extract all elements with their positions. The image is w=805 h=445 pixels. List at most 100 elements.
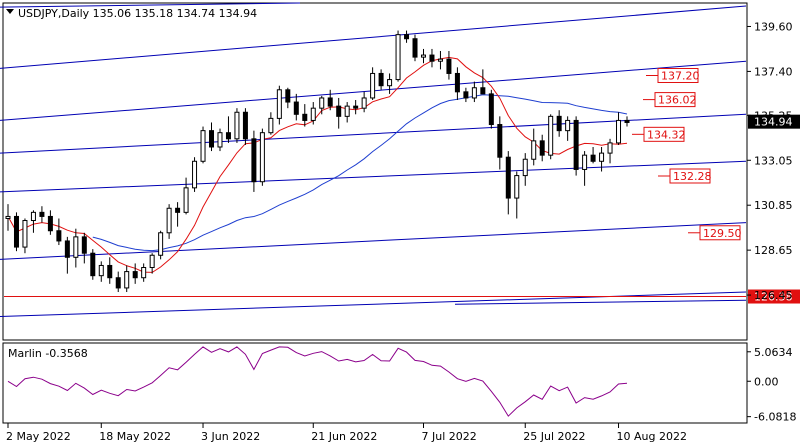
candle bbox=[480, 69, 486, 95]
candle-body-bear bbox=[454, 72, 460, 93]
candle-body-bull bbox=[73, 236, 79, 258]
candle bbox=[446, 50, 452, 80]
level-box bbox=[657, 67, 699, 83]
candle bbox=[64, 236, 70, 274]
candle-body-bull bbox=[217, 132, 223, 148]
candle bbox=[387, 73, 393, 94]
candle bbox=[183, 177, 189, 215]
time-tick-label: 25 Jul 2022 bbox=[523, 430, 585, 443]
level-label: 134.32 bbox=[647, 128, 686, 141]
candle-body-bear bbox=[56, 230, 62, 242]
candle-body-bull bbox=[259, 132, 265, 183]
candle bbox=[115, 271, 121, 293]
candle bbox=[39, 206, 45, 223]
channel-line bbox=[0, 160, 747, 193]
candle-body-bull bbox=[141, 267, 147, 279]
candle-body-bear bbox=[13, 215, 19, 248]
candle bbox=[90, 249, 96, 280]
candle bbox=[22, 218, 28, 254]
candle-body-bull bbox=[98, 264, 104, 277]
candle bbox=[310, 102, 316, 125]
candle-body-bear bbox=[573, 119, 579, 170]
candle-body-bull bbox=[183, 187, 189, 213]
candle-body-bear bbox=[81, 236, 87, 254]
candle-body-bull bbox=[319, 97, 325, 109]
candle bbox=[319, 95, 325, 115]
dropdown-triangle-icon[interactable] bbox=[6, 9, 14, 14]
candle-body-bear bbox=[47, 215, 53, 232]
candle-body-bear bbox=[480, 87, 486, 95]
candle bbox=[192, 157, 198, 192]
marlin-line bbox=[7, 346, 628, 417]
candle bbox=[531, 128, 537, 166]
candle-body-bull bbox=[344, 105, 350, 117]
candle bbox=[599, 146, 605, 172]
candle-body-bull bbox=[22, 220, 28, 248]
candle-body-bull bbox=[582, 154, 588, 170]
candle-body-bear bbox=[353, 105, 359, 109]
candle bbox=[268, 112, 274, 135]
candle bbox=[420, 48, 426, 64]
candle-body-bear bbox=[293, 101, 299, 115]
candle bbox=[607, 138, 613, 164]
level-label: 137.20 bbox=[661, 69, 700, 82]
candle-body-bear bbox=[590, 154, 596, 162]
candle bbox=[336, 97, 342, 129]
candle bbox=[251, 130, 257, 192]
candle-body-bull bbox=[200, 130, 206, 162]
candle bbox=[302, 104, 308, 127]
candle bbox=[429, 48, 435, 68]
candle-body-bear bbox=[225, 132, 231, 140]
candle-body-bull bbox=[149, 254, 155, 269]
candle bbox=[30, 210, 36, 233]
candle bbox=[454, 67, 460, 101]
candle bbox=[56, 218, 62, 246]
candle bbox=[353, 100, 359, 115]
level-box bbox=[669, 168, 711, 184]
indicator-tick-label: -6.0818 bbox=[754, 411, 796, 424]
time-axis: 2 May 2022 18 May 2022 3 Jun 2022 21 Jun 20… bbox=[6, 423, 687, 443]
candlesticks bbox=[5, 30, 630, 293]
price-tick-label: 126.45 bbox=[754, 289, 793, 302]
candle bbox=[361, 91, 367, 113]
candle bbox=[624, 116, 630, 127]
candle-body-bull bbox=[437, 58, 443, 62]
price-tick-label: 128.65 bbox=[754, 244, 793, 257]
candle-body-bull bbox=[361, 97, 367, 109]
candle bbox=[13, 212, 19, 252]
candle-body-bear bbox=[463, 91, 469, 99]
candle-body-bear bbox=[107, 264, 113, 279]
candle bbox=[5, 204, 11, 231]
candle-body-bear bbox=[242, 111, 248, 140]
candle bbox=[565, 116, 571, 141]
candle bbox=[412, 34, 418, 62]
candle bbox=[463, 87, 469, 103]
candle bbox=[47, 210, 53, 235]
candle bbox=[395, 30, 401, 82]
candle-body-bear bbox=[497, 124, 503, 158]
price-axis: 139.60137.40135.25133.05130.85128.65126.… bbox=[747, 20, 800, 302]
candle-body-bear bbox=[132, 271, 138, 279]
candle bbox=[539, 134, 545, 162]
time-tick-label: 3 Jun 2022 bbox=[201, 430, 260, 443]
candle-body-bull bbox=[5, 215, 11, 219]
price-panel bbox=[2, 2, 748, 341]
candle-body-bull bbox=[192, 160, 198, 189]
marlin-oscillator bbox=[7, 346, 628, 417]
candle-body-bull bbox=[158, 232, 164, 256]
level-label: 132.28 bbox=[673, 170, 712, 183]
candle-body-bull bbox=[514, 175, 520, 199]
indicator-tick-label: 0.00 bbox=[754, 375, 779, 388]
candle bbox=[234, 108, 240, 143]
candle-body-bear bbox=[285, 89, 291, 103]
candle bbox=[344, 102, 350, 123]
candle-body-bull bbox=[607, 142, 613, 154]
candle bbox=[276, 85, 282, 125]
candle bbox=[497, 116, 503, 170]
candle-body-bull bbox=[420, 54, 426, 58]
time-tick-label: 10 Aug 2022 bbox=[617, 430, 687, 443]
channel-line bbox=[0, 2, 301, 8]
candle bbox=[370, 67, 376, 101]
candle-body-bear bbox=[115, 277, 121, 289]
candle-body-bear bbox=[505, 156, 511, 199]
